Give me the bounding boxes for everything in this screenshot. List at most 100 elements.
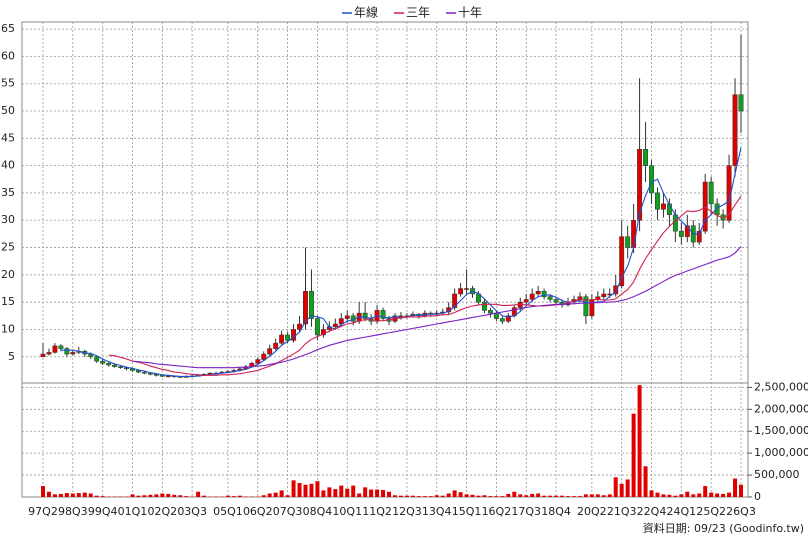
volume-bar — [619, 483, 624, 497]
volume-bar — [470, 494, 475, 497]
volume-bar — [482, 495, 487, 497]
volume-bar — [434, 495, 439, 497]
volume-bar — [560, 495, 565, 497]
x-tick-label: 21Q3 — [607, 505, 637, 518]
volume-bar — [410, 495, 415, 497]
x-tick-label: 07Q3 — [273, 505, 303, 518]
x-tick-label: 06Q2 — [243, 505, 273, 518]
candle-body — [332, 323, 338, 327]
y-tick-label: 25 — [1, 241, 15, 254]
volume-bar — [345, 488, 350, 497]
candle-body — [380, 310, 386, 319]
candle-body — [303, 290, 308, 325]
volume-bar — [577, 496, 582, 497]
legend-label: 三年 — [406, 6, 430, 20]
volume-bar — [583, 494, 588, 497]
candle-body — [649, 165, 654, 194]
volume-bar — [202, 495, 207, 497]
volume-bar — [536, 493, 541, 497]
candle-body — [732, 94, 738, 166]
candle-body — [601, 293, 607, 297]
volume-bar — [160, 493, 165, 497]
candle-body — [106, 363, 112, 366]
ma-line — [132, 246, 742, 369]
volume-bar — [381, 489, 386, 497]
volume-bar — [506, 493, 511, 497]
candle-body — [553, 299, 559, 303]
volume-bar — [357, 493, 362, 497]
volume-bar — [404, 495, 409, 497]
x-tick-label: 20Q2 — [577, 505, 607, 518]
candle-body — [678, 230, 684, 237]
y-tick-label: 5 — [8, 350, 15, 363]
candle-body — [619, 236, 625, 287]
x-tick-label: 13Q4 — [422, 505, 452, 518]
volume-bar — [721, 493, 726, 497]
volume-bar — [464, 494, 469, 497]
x-tick-label: 10Q1 — [332, 505, 362, 518]
volume-bar — [655, 492, 660, 497]
candle-body — [58, 345, 64, 349]
candle-body — [482, 301, 487, 311]
volume-bar — [494, 496, 499, 497]
volume-bar — [554, 495, 559, 497]
candle-body — [631, 219, 637, 248]
candle-body — [52, 345, 58, 353]
volume-bar — [613, 477, 618, 497]
volume-bar — [82, 492, 87, 497]
volume-bar — [267, 493, 272, 497]
candle-body — [655, 192, 660, 210]
volume-bar — [363, 487, 368, 497]
candle-body — [285, 334, 291, 341]
volume-bar — [446, 493, 451, 497]
volume-tick-label: 0 — [754, 490, 761, 503]
volume-bar — [279, 490, 284, 497]
volume-bar — [697, 493, 702, 497]
volume-tick-label: 2,000,000 — [754, 402, 808, 415]
volume-bar — [291, 480, 296, 497]
volume-bar — [709, 492, 714, 497]
candle-body — [684, 225, 690, 237]
candle-body — [94, 356, 100, 362]
candle-body — [398, 315, 404, 318]
volume-bar — [225, 495, 230, 497]
volume-bar — [297, 482, 302, 497]
volume-bar — [637, 385, 642, 497]
x-tick-label: 22Q4 — [637, 505, 667, 518]
candle-body — [314, 318, 320, 336]
candle-body — [660, 203, 666, 210]
candle-body — [112, 364, 118, 367]
footnote: 資料日期: 09/23 (Goodinfo.tw) — [643, 521, 804, 535]
candle-body — [637, 149, 643, 221]
volume-bar — [130, 494, 135, 497]
x-tick-label: 08Q4 — [303, 505, 333, 518]
volume-bar — [196, 491, 201, 497]
volume-bar — [184, 496, 189, 497]
volume-bar — [64, 493, 69, 497]
candle-body — [487, 310, 493, 314]
candle-body — [535, 290, 541, 295]
x-tick-label: 24Q1 — [667, 505, 697, 518]
volume-bar — [422, 496, 427, 497]
y-tick-label: 65 — [1, 22, 15, 35]
candle-body — [529, 293, 535, 300]
volume-bar — [565, 496, 570, 497]
volume-bar — [392, 495, 397, 497]
volume-bar — [339, 485, 344, 497]
candle-body — [297, 323, 302, 330]
y-tick-label: 20 — [1, 268, 15, 281]
volume-bar — [512, 491, 517, 497]
candle-body — [523, 299, 529, 303]
volume-bar — [625, 479, 630, 497]
candle-body — [643, 149, 648, 166]
volume-bar — [315, 481, 320, 497]
candle-body — [452, 293, 458, 308]
volume-bar — [715, 493, 720, 497]
y-tick-label: 60 — [1, 49, 15, 62]
volume-bar — [571, 496, 576, 497]
volume-bar — [76, 493, 81, 497]
volume-bar — [416, 496, 421, 497]
x-tick-label: 02Q2 — [147, 505, 177, 518]
volume-bar — [643, 466, 648, 497]
volume-bar — [398, 495, 403, 497]
